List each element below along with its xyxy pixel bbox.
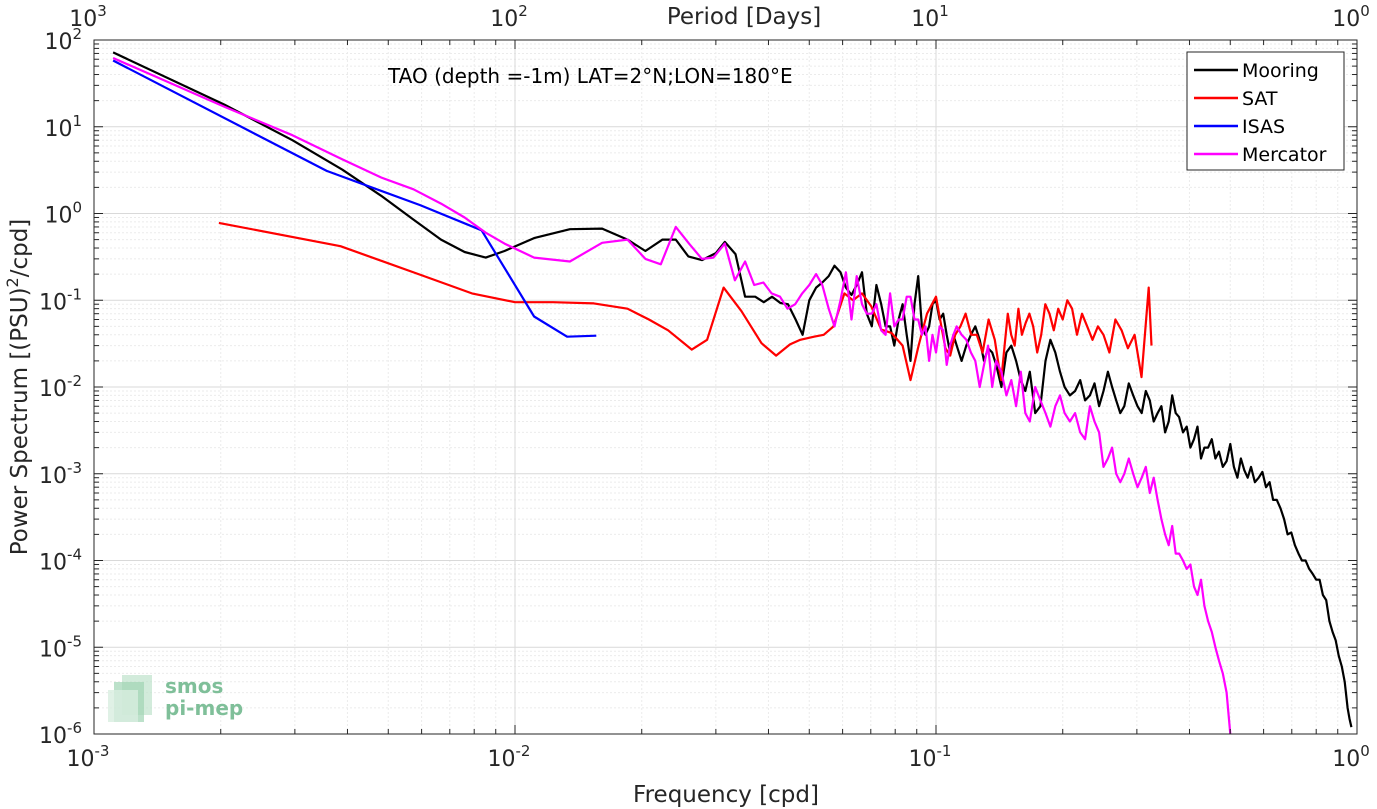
- y-tick-label-exponent: 1: [72, 112, 82, 130]
- y-tick-label-base: 10: [44, 30, 72, 55]
- legend-label-mooring: Mooring: [1242, 60, 1319, 82]
- logo-text-smos: smos: [165, 674, 223, 698]
- top-tick-label-exponent: 0: [1360, 2, 1370, 20]
- series-line-sat: [218, 221, 1153, 382]
- x-tick-label: 10-3: [67, 742, 110, 772]
- legend-box: [1186, 51, 1345, 171]
- top-tick-label-exponent: 2: [518, 2, 528, 20]
- y-tick-label: 10-3: [39, 459, 82, 489]
- legend-label-sat: SAT: [1242, 88, 1278, 110]
- x-tick-label: 100: [1332, 742, 1370, 772]
- y-axis-title-superscript: 2: [3, 277, 22, 287]
- chart-annotation: TAO (depth =-1m) LAT=2°N;LON=180°E: [387, 64, 793, 88]
- y-tick-label-base: 10: [44, 204, 72, 229]
- top-axis-title: Period [Days]: [667, 4, 821, 30]
- x-tick-label-exponent: -2: [516, 742, 531, 760]
- x-tick-label-base: 10: [909, 747, 937, 772]
- y-tick-label: 10-4: [39, 546, 82, 576]
- axis-ticks: [93, 39, 1358, 735]
- logo-mark-front: [108, 690, 138, 722]
- y-tick-label: 10-6: [39, 719, 82, 749]
- top-tick-label: 103: [69, 2, 107, 32]
- x-tick-labels: 10-3 10-2 10-1 100: [67, 742, 1370, 772]
- top-tick-label-exponent: 3: [97, 2, 107, 20]
- x-axis-title: Frequency [cpd]: [633, 782, 819, 808]
- y-tick-label-base: 10: [39, 377, 67, 402]
- x-tick-label-exponent: 0: [1360, 742, 1370, 760]
- y-axis-title-suffix: /cpd]: [7, 219, 33, 278]
- plot-lines: [112, 51, 1353, 735]
- y-axis-title-prefix: Power Spectrum [(PSU): [7, 287, 33, 555]
- top-tick-label-exponent: 1: [939, 2, 949, 20]
- legend: Mooring SAT ISAS Mercator: [1186, 51, 1345, 171]
- y-tick-label-base: 10: [39, 637, 67, 662]
- y-tick-label: 101: [44, 112, 82, 142]
- x-tick-label-base: 10: [1332, 747, 1360, 772]
- y-tick-label-exponent: 2: [72, 25, 82, 43]
- y-tick-label-base: 10: [39, 464, 67, 489]
- y-tick-label: 102: [44, 25, 82, 55]
- x-tick-label-exponent: -3: [95, 742, 110, 760]
- y-tick-label: 10-1: [39, 285, 82, 315]
- y-tick-label-base: 10: [39, 551, 67, 576]
- x-tick-label-exponent: -1: [937, 742, 952, 760]
- logo-text-pimep: pi-mep: [165, 696, 243, 720]
- top-tick-label: 100: [1332, 2, 1370, 32]
- y-tick-label-exponent: 0: [72, 199, 82, 217]
- y-tick-label-exponent: -2: [67, 372, 82, 390]
- top-tick-label-base: 10: [69, 7, 97, 32]
- x-tick-label-base: 10: [488, 747, 516, 772]
- y-tick-label-base: 10: [39, 290, 67, 315]
- x-tick-label-base: 10: [67, 747, 95, 772]
- y-tick-label: 100: [44, 199, 82, 229]
- top-tick-label-base: 10: [490, 7, 518, 32]
- series-line-mercator: [112, 56, 1232, 735]
- y-tick-label-exponent: -6: [67, 719, 82, 737]
- y-tick-label-exponent: -4: [67, 546, 82, 564]
- y-tick-label-base: 10: [44, 117, 72, 142]
- legend-label-mercator: Mercator: [1242, 144, 1327, 166]
- legend-label-isas: ISAS: [1242, 116, 1285, 138]
- x-tick-label: 10-2: [488, 742, 531, 772]
- top-tick-label-base: 10: [911, 7, 939, 32]
- top-tick-labels: 103 102 101 100: [69, 2, 1370, 32]
- y-tick-label: 10-2: [39, 372, 82, 402]
- y-axis-title: Power Spectrum [(PSU)2/cpd]: [3, 219, 33, 556]
- y-tick-label-exponent: -5: [67, 632, 82, 650]
- y-tick-label: 10-5: [39, 632, 82, 662]
- y-tick-label-base: 10: [39, 724, 67, 749]
- x-tick-label: 10-1: [909, 742, 952, 772]
- y-tick-label-exponent: -3: [67, 459, 82, 477]
- y-tick-label-exponent: -1: [67, 285, 82, 303]
- top-tick-label: 101: [911, 2, 949, 32]
- top-tick-label-base: 10: [1332, 7, 1360, 32]
- top-tick-label: 102: [490, 2, 528, 32]
- smos-pi-mep-logo: smos pi-mep: [108, 674, 243, 722]
